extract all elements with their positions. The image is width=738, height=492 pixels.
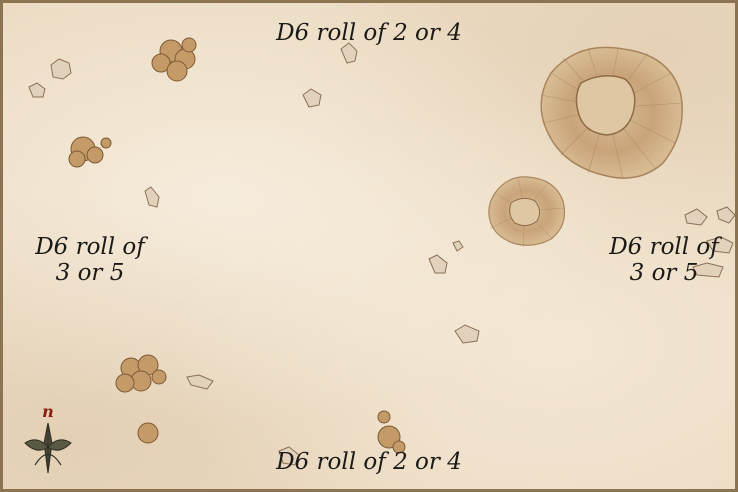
compass-rose-icon xyxy=(24,422,72,474)
rubble-icon xyxy=(28,42,735,466)
deployment-label-left-line1: D6 roll of xyxy=(35,234,145,260)
deployment-label-right: D6 roll of 3 or 5 xyxy=(599,234,729,286)
rock-cluster-icon xyxy=(151,37,197,82)
large-crater-icon xyxy=(540,46,684,180)
deployment-label-left: D6 roll of 3 or 5 xyxy=(25,234,155,286)
rock-cluster-icon xyxy=(377,410,406,454)
rock-cluster-icon xyxy=(115,354,167,393)
deployment-label-right-line2: 3 or 5 xyxy=(629,260,699,286)
rock-cluster-icon xyxy=(137,422,159,444)
deployment-label-left-line2: 3 or 5 xyxy=(55,260,125,286)
terrain-layer: n xyxy=(24,37,735,474)
rock-cluster-icon xyxy=(68,136,112,168)
deployment-label-top: D6 roll of 2 or 4 xyxy=(276,20,462,46)
small-crater-icon xyxy=(488,176,566,248)
deployment-label-bottom: D6 roll of 2 or 4 xyxy=(276,449,462,475)
deployment-label-right-line1: D6 roll of xyxy=(609,234,719,260)
compass-north-label: n xyxy=(42,402,54,421)
